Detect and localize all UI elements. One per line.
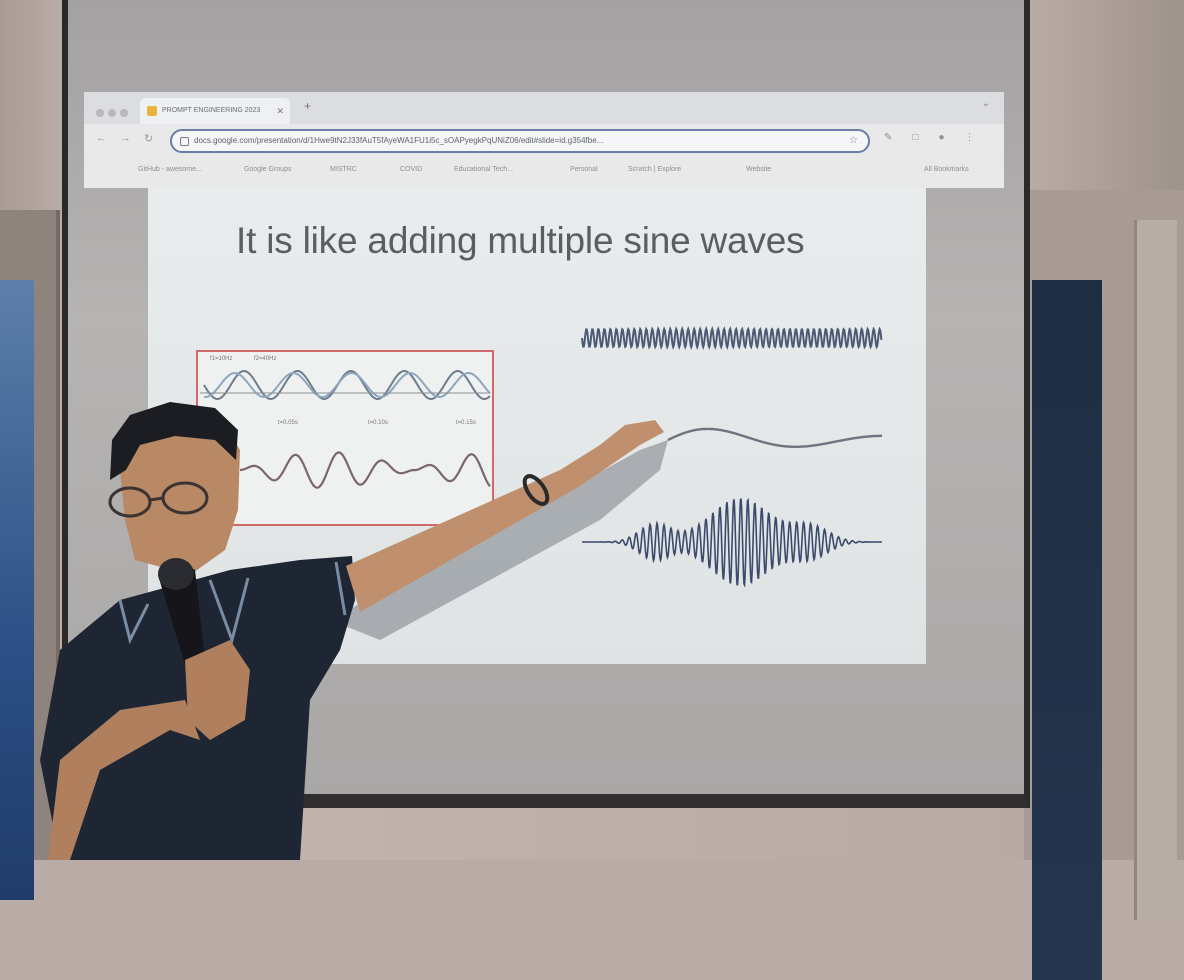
bookmark-item[interactable]: Website [746, 166, 772, 173]
bookmark-item[interactable]: GitHub - awesome... [138, 166, 202, 173]
figure-label: t=0.10s [368, 420, 388, 426]
tab-bar: PROMPT ENGINEERING 2023 ✕ + ⌄ [84, 92, 1004, 124]
figure-label: t=0.05s [278, 420, 298, 426]
toolbar-icons: ✎ □ ● ⋮ [884, 132, 994, 143]
left-door [0, 210, 60, 900]
figure-label: f1=10Hz [210, 356, 233, 362]
wave-packet [582, 497, 882, 588]
reload-icon[interactable]: ↻ [144, 133, 154, 145]
presenter [40, 402, 668, 860]
high-frequency-wave [581, 325, 883, 351]
shirt-collar [118, 599, 150, 645]
address-bar[interactable]: docs.google.com/presentation/d/1Hwe9tN2J… [170, 129, 870, 153]
glasses-bridge [149, 496, 164, 502]
browser-tab[interactable]: PROMPT ENGINEERING 2023 ✕ [140, 98, 290, 124]
star-icon[interactable]: ☆ [849, 135, 858, 146]
slides-favicon-icon [147, 106, 157, 116]
slide-title: It is like adding multiple sine waves [236, 220, 805, 261]
bookmark-item[interactable]: COVID [400, 166, 423, 173]
window-controls[interactable] [96, 104, 136, 117]
bookmark-item[interactable]: Personal [570, 166, 598, 173]
close-tab-icon[interactable]: ✕ [276, 106, 284, 116]
pencil-icon[interactable]: ✎ [884, 132, 893, 143]
forearm [48, 700, 200, 860]
arm-shadow [330, 440, 668, 640]
figure-label: t=0.15s [456, 420, 476, 426]
all-bookmarks[interactable]: All Bookmarks [924, 166, 969, 173]
bookmark-item[interactable]: Scratch | Explore [628, 166, 682, 173]
address-row: ← → ↻ docs.google.com/presentation/d/1Hw… [84, 126, 1004, 156]
forward-arrow-icon[interactable]: → [120, 132, 131, 144]
right-door-frame [1134, 220, 1177, 920]
profile-icon[interactable]: ● [938, 132, 945, 143]
figure-wave-1 [203, 369, 491, 401]
url-text: docs.google.com/presentation/d/1Hwe9tN2J… [194, 136, 604, 145]
extension-icon[interactable]: □ [912, 132, 919, 143]
hair [110, 402, 238, 480]
microphone-head [158, 558, 194, 590]
bookmark-item[interactable]: MISTRC [330, 166, 357, 173]
shirt-collar [208, 577, 250, 646]
tab-title: PROMPT ENGINEERING 2023 [162, 107, 261, 114]
browser-window: PROMPT ENGINEERING 2023 ✕ + ⌄ ← → ↻ docs… [84, 92, 1004, 188]
hand [185, 640, 250, 740]
left-door-window [0, 280, 34, 900]
sleeve-stripe [334, 561, 347, 616]
figure-label: f2=40Hz [254, 356, 277, 362]
back-arrow-icon[interactable]: ← [96, 132, 107, 144]
bookmark-item[interactable]: Educational Tech... [454, 166, 514, 173]
glasses-left-lens [108, 486, 152, 518]
face [120, 410, 240, 575]
wave-drawings [200, 325, 883, 588]
site-info-icon[interactable] [180, 137, 189, 146]
bookmark-item[interactable]: Google Groups [244, 166, 292, 173]
new-tab-icon[interactable]: + [304, 99, 312, 113]
right-door [1024, 190, 1184, 980]
menu-icon[interactable]: ⋮ [964, 132, 975, 143]
arm [346, 420, 664, 612]
bookmarks-bar: GitHub - awesome... Google Groups MISTRC… [84, 158, 1004, 182]
figure-sum-wave [240, 451, 491, 489]
bracelet [522, 474, 550, 506]
low-frequency-wave [667, 427, 882, 448]
figure-wave-2 [203, 371, 491, 399]
chevron-down-icon[interactable]: ⌄ [981, 98, 990, 109]
